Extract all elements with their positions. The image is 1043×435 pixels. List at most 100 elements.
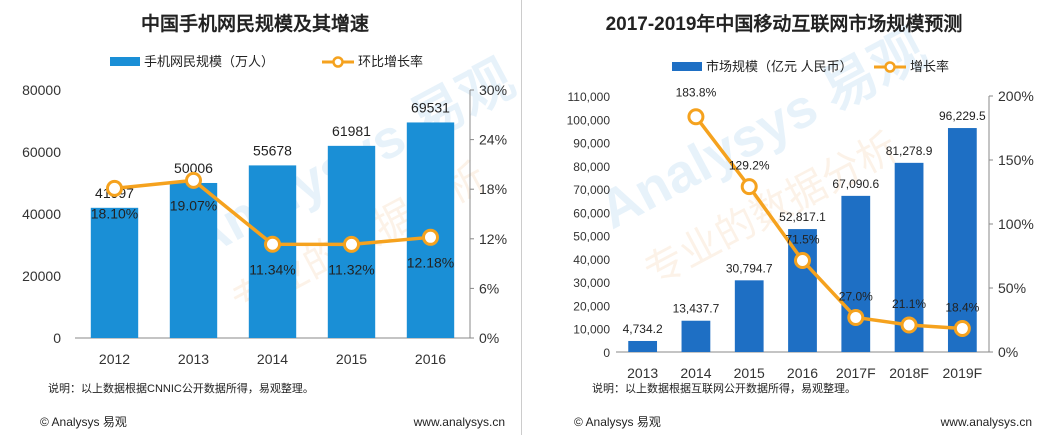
- growth-point: [794, 251, 811, 269]
- panel-divider: [521, 0, 522, 435]
- bar: [169, 182, 218, 338]
- y-tick-right: 0%: [998, 344, 1018, 360]
- bar: [947, 128, 977, 352]
- y-tick-right: 18%: [479, 181, 507, 197]
- y-tick-right: 24%: [479, 132, 507, 148]
- growth-point: [953, 319, 971, 337]
- legend-label-line: 环比增长率: [358, 54, 423, 69]
- growth-value-label: 19.07%: [170, 197, 217, 213]
- y-tick-left: 80,000: [573, 160, 610, 174]
- y-tick-right: 12%: [479, 231, 507, 247]
- growth-point: [422, 228, 439, 246]
- y-tick-left: 40,000: [573, 253, 610, 267]
- y-tick-left: 100,000: [567, 113, 611, 127]
- bar-value-label: 55678: [253, 142, 292, 158]
- x-tick-label: 2016: [787, 365, 818, 381]
- chart-title: 中国手机网民规模及其增速: [141, 12, 369, 35]
- y-tick-right: 30%: [479, 82, 507, 98]
- x-tick-label: 2015: [336, 351, 367, 367]
- y-tick-right: 200%: [998, 88, 1034, 104]
- growth-point: [343, 235, 360, 253]
- y-tick-left: 50,000: [573, 230, 610, 244]
- growth-value-label: 11.32%: [328, 261, 374, 277]
- legend-swatch-bar: [672, 62, 702, 71]
- bar: [841, 195, 871, 352]
- bar-value-label: 96,229.5: [939, 109, 986, 123]
- bar-value-label: 30,794.7: [726, 261, 773, 275]
- growth-value-label: 18.10%: [91, 205, 138, 221]
- y-tick-left: 110,000: [568, 90, 611, 104]
- y-tick-right: 50%: [998, 280, 1026, 296]
- bar: [90, 207, 139, 338]
- x-tick-label: 2014: [257, 351, 288, 367]
- y-tick-right: 100%: [998, 216, 1034, 232]
- growth-point: [687, 108, 705, 126]
- growth-point: [847, 308, 865, 326]
- y-tick-left: 10,000: [573, 323, 610, 337]
- growth-value-label: 71.5%: [785, 232, 819, 246]
- y-tick-left: 60,000: [573, 206, 610, 220]
- legend-swatch-bar: [110, 57, 140, 66]
- legend-label-bar: 市场规模（亿元 人民币）: [706, 59, 853, 74]
- growth-point: [106, 179, 123, 197]
- x-tick-label: 2014: [680, 365, 711, 381]
- bar: [628, 340, 658, 352]
- y-tick-left: 40000: [22, 206, 61, 222]
- footer-copyright: © Analysys 易观: [574, 415, 661, 429]
- mobile-market-panel: Analysys 易观 专业的数据分析 2017-2019年中国移动互联网市场规模预…: [522, 0, 1043, 435]
- x-tick-label: 2019F: [943, 365, 983, 381]
- x-tick-label: 2016: [415, 351, 446, 367]
- y-tick-left: 20000: [22, 268, 61, 284]
- legend-marker-line: [884, 61, 896, 73]
- growth-value-label: 18.4%: [945, 300, 979, 314]
- y-tick-left: 70,000: [573, 183, 610, 197]
- mobile-market-chart: Analysys 易观专业的数据分析2017-2019年中国移动互联网市场规模预…: [567, 12, 1034, 429]
- y-tick-left: 60000: [22, 144, 61, 160]
- bar-value-label: 4,734.2: [623, 322, 663, 336]
- chart-note: 说明：以上数据根据CNNIC公开数据所得，易观整理。: [48, 381, 314, 395]
- x-tick-label: 2017F: [836, 365, 876, 381]
- x-tick-label: 2015: [734, 365, 765, 381]
- bar-value-label: 61981: [332, 123, 371, 139]
- legend-marker-line: [332, 56, 344, 68]
- mobile-netizen-chart: Analysys 易观专业的数据分析中国手机网民规模及其增速手机网民规模（万人）…: [22, 12, 522, 429]
- legend-label-line: 增长率: [910, 59, 949, 74]
- growth-value-label: 129.2%: [729, 159, 770, 173]
- growth-value-label: 12.18%: [407, 254, 454, 270]
- footer-copyright: © Analysys 易观: [40, 415, 127, 429]
- growth-value-label: 27.0%: [839, 289, 873, 303]
- y-tick-left: 30,000: [573, 276, 610, 290]
- bar-value-label: 13,437.7: [673, 302, 720, 316]
- bar: [734, 280, 764, 352]
- legend-label-bar: 手机网民规模（万人）: [144, 54, 274, 69]
- footer-url: www.analysys.cn: [940, 415, 1032, 429]
- growth-value-label: 21.1%: [892, 297, 926, 311]
- y-tick-left: 0: [53, 330, 61, 346]
- x-tick-label: 2013: [178, 351, 209, 367]
- mobile-netizen-panel: Analysys 易观专业的数据分析中国手机网民规模及其增速手机网民规模（万人）…: [22, 12, 522, 429]
- chart-title: 2017-2019年中国移动互联网市场规模预测: [606, 12, 963, 35]
- y-tick-left: 20,000: [573, 299, 610, 313]
- bar-value-label: 69531: [411, 99, 450, 115]
- growth-point: [900, 316, 918, 334]
- y-tick-left: 0: [603, 346, 610, 360]
- bar-value-label: 67,090.6: [832, 177, 879, 191]
- growth-value-label: 11.34%: [249, 261, 295, 277]
- growth-point: [185, 171, 202, 189]
- y-tick-right: 0%: [479, 330, 499, 346]
- bar-value-label: 52,817.1: [779, 210, 826, 224]
- y-tick-right: 6%: [479, 280, 499, 296]
- growth-line: [694, 115, 963, 331]
- growth-value-label: 183.8%: [676, 86, 717, 100]
- y-tick-left: 90,000: [573, 137, 610, 151]
- bar-value-label: 81,278.9: [886, 144, 933, 158]
- chart-note: 说明：以上数据根据互联网公开数据所得，易观整理。: [592, 381, 856, 395]
- y-tick-left: 80000: [22, 82, 61, 98]
- bar: [681, 320, 711, 352]
- y-tick-right: 150%: [998, 152, 1034, 168]
- growth-point: [264, 235, 281, 253]
- growth-point: [740, 178, 758, 196]
- x-tick-label: 2013: [627, 365, 658, 381]
- bar-value-label: 50006: [174, 160, 213, 176]
